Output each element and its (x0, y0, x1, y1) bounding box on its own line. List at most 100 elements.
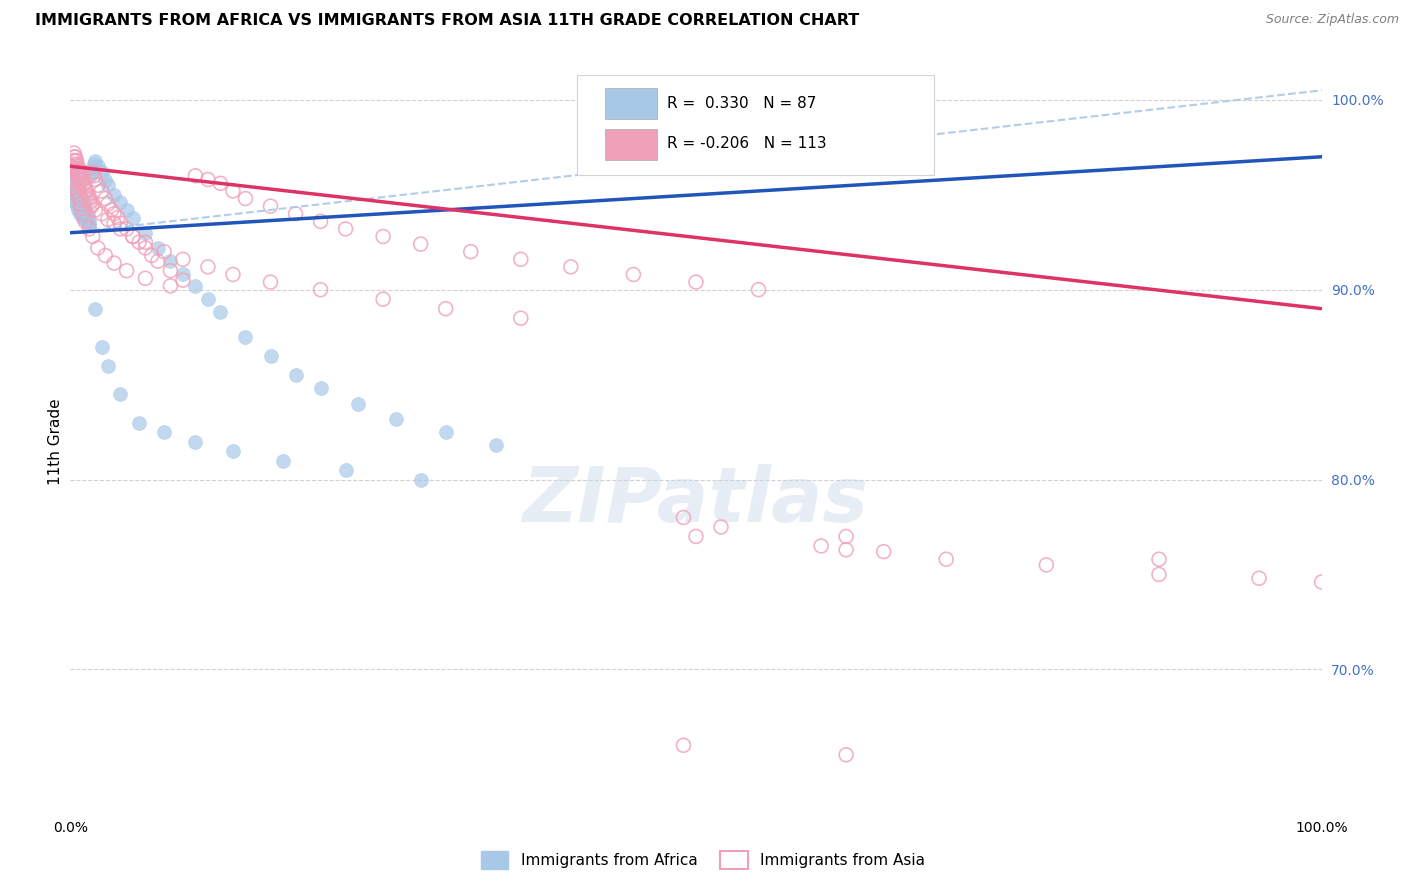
Point (70, 207, 93, 221)
Point (235, 330, 257, 344)
Point (434, 425, 457, 439)
Point (73, 207, 96, 221)
Point (72, 172, 94, 186)
Point (66, 202, 89, 217)
Point (65, 184, 87, 198)
FancyBboxPatch shape (605, 129, 657, 161)
Point (66, 161, 89, 176)
Point (76, 214, 98, 228)
Point (82, 197, 104, 211)
Point (122, 211, 145, 225)
FancyBboxPatch shape (605, 88, 657, 120)
Point (146, 254, 169, 268)
Point (72, 211, 94, 225)
Point (67, 165, 90, 179)
Point (65, 184, 87, 198)
Point (259, 199, 281, 213)
Point (172, 252, 194, 267)
Point (67, 199, 90, 213)
Point (84, 153, 107, 168)
Point (434, 301, 457, 316)
Point (63, 177, 86, 191)
Point (82, 165, 104, 179)
Point (146, 241, 169, 255)
Point (66, 169, 89, 183)
Point (65, 161, 87, 176)
Point (72, 195, 94, 210)
Point (65, 180, 87, 194)
Point (69, 195, 91, 210)
Point (77, 218, 100, 232)
Point (75, 202, 97, 217)
Point (69, 195, 91, 210)
Point (84, 172, 107, 186)
Point (87, 159, 110, 173)
Y-axis label: 11th Grade: 11th Grade (48, 398, 63, 485)
Point (90, 165, 112, 179)
Point (66, 187, 89, 202)
Point (72, 178, 94, 193)
Point (110, 387, 132, 401)
Point (284, 207, 307, 221)
Point (172, 268, 194, 282)
Point (65, 199, 87, 213)
Point (97, 359, 120, 373)
Point (77, 222, 100, 236)
Point (70, 172, 93, 186)
Point (115, 222, 138, 236)
Point (76, 211, 98, 225)
Point (63, 169, 86, 183)
Point (69, 177, 91, 191)
Point (75, 214, 97, 228)
Point (835, 529, 858, 543)
Point (134, 235, 156, 250)
Point (335, 222, 357, 236)
Point (69, 169, 91, 183)
Point (373, 292, 395, 306)
Point (115, 263, 138, 277)
Point (222, 184, 245, 198)
Point (347, 396, 370, 410)
Point (75, 184, 97, 198)
Point (560, 260, 582, 274)
Text: Source: ZipAtlas.com: Source: ZipAtlas.com (1265, 13, 1399, 27)
Point (73, 177, 96, 191)
Point (77, 218, 100, 232)
Point (65, 180, 87, 194)
Point (63, 184, 86, 198)
Point (63, 192, 86, 206)
Point (84, 202, 107, 217)
Point (65, 180, 87, 194)
Point (197, 172, 219, 186)
Point (67, 163, 90, 178)
Point (222, 444, 245, 458)
Point (87, 178, 110, 193)
Point (835, 747, 858, 762)
Point (184, 434, 207, 449)
Point (153, 244, 176, 259)
Point (82, 229, 104, 244)
Point (184, 278, 207, 293)
Point (65, 195, 87, 210)
Point (235, 192, 257, 206)
Point (65, 165, 87, 179)
Point (1249, 571, 1271, 585)
Point (66, 159, 89, 173)
Point (62, 172, 84, 186)
Point (134, 271, 156, 285)
Point (748, 283, 770, 297)
Point (110, 216, 132, 230)
Point (134, 226, 156, 240)
Point (97, 178, 120, 193)
Point (72, 211, 94, 225)
Point (197, 260, 219, 274)
Point (60, 159, 83, 173)
Point (80, 199, 103, 213)
Point (90, 207, 112, 221)
Point (141, 248, 163, 262)
Point (63, 157, 86, 171)
Point (62, 165, 84, 179)
Point (72, 165, 94, 179)
Point (259, 349, 281, 363)
Point (103, 256, 125, 270)
